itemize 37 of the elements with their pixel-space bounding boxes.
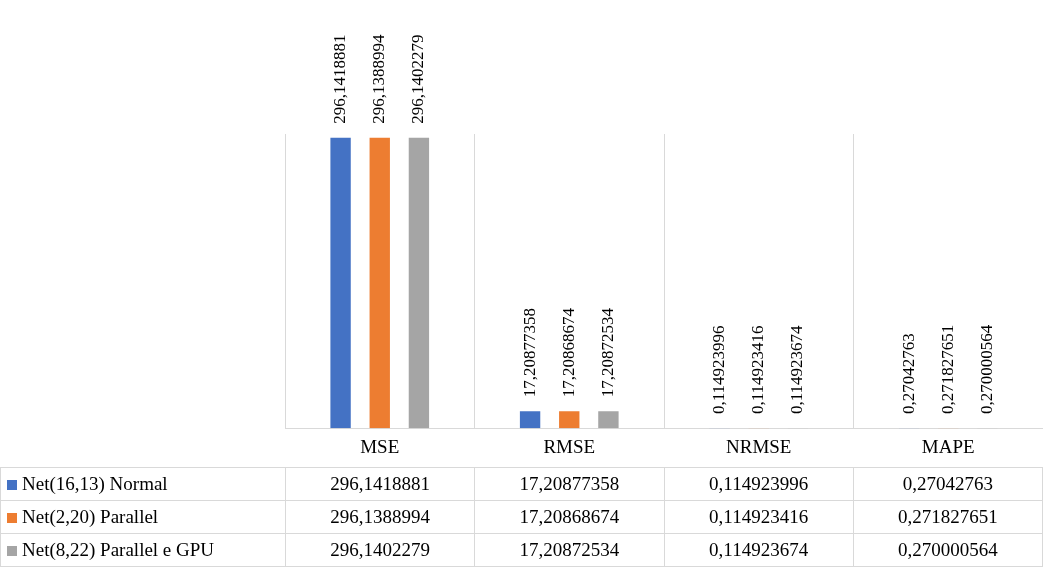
text: 296,1388994	[369, 34, 389, 124]
x-tick-label: RMSE	[543, 435, 596, 457]
x-tick-label: NRMSE	[726, 435, 792, 457]
legend-label: Net(16,13) Normal	[0, 467, 286, 501]
x-tick-label: MSE	[360, 435, 400, 457]
text: 0,27042763	[898, 333, 918, 414]
data-label: 0,114923996	[664, 467, 854, 501]
text: 17,20868674	[558, 308, 578, 398]
text: 296,1402279	[408, 34, 428, 124]
bar	[519, 411, 541, 429]
bar	[369, 137, 390, 429]
text: 0,271827651	[937, 324, 957, 414]
x-tick-label: MAPE	[921, 435, 975, 457]
data-label: 296,1402279	[285, 533, 475, 567]
data-label: 17,20872534	[474, 533, 664, 567]
bar	[408, 137, 430, 429]
data-label: 0,270000564	[853, 533, 1043, 567]
bar	[598, 411, 619, 429]
data-label: 0,114923416	[664, 500, 854, 534]
data-label: 0,271827651	[853, 500, 1043, 534]
text: 0,270000564	[976, 324, 996, 414]
data-label: 0,27042763	[853, 467, 1043, 501]
data-label: 17,20877358	[474, 467, 664, 501]
text: 17,20877358	[519, 308, 539, 398]
legend-label: Net(2,20) Parallel	[0, 500, 286, 534]
text: 296,1418881	[330, 34, 350, 124]
data-label: 296,1388994	[285, 500, 475, 534]
data-label: 0,114923674	[664, 533, 854, 567]
text: 0,114923996	[709, 325, 729, 415]
text: 0,114923674	[787, 325, 807, 415]
bar	[330, 137, 351, 429]
data-label: 296,1418881	[285, 467, 475, 501]
data-label: 17,20868674	[474, 500, 664, 534]
text: 0,114923416	[748, 325, 768, 415]
bar	[559, 411, 580, 429]
text: 17,20872534	[597, 308, 617, 398]
legend-label: Net(8,22) Parallel e GPU	[0, 533, 286, 567]
